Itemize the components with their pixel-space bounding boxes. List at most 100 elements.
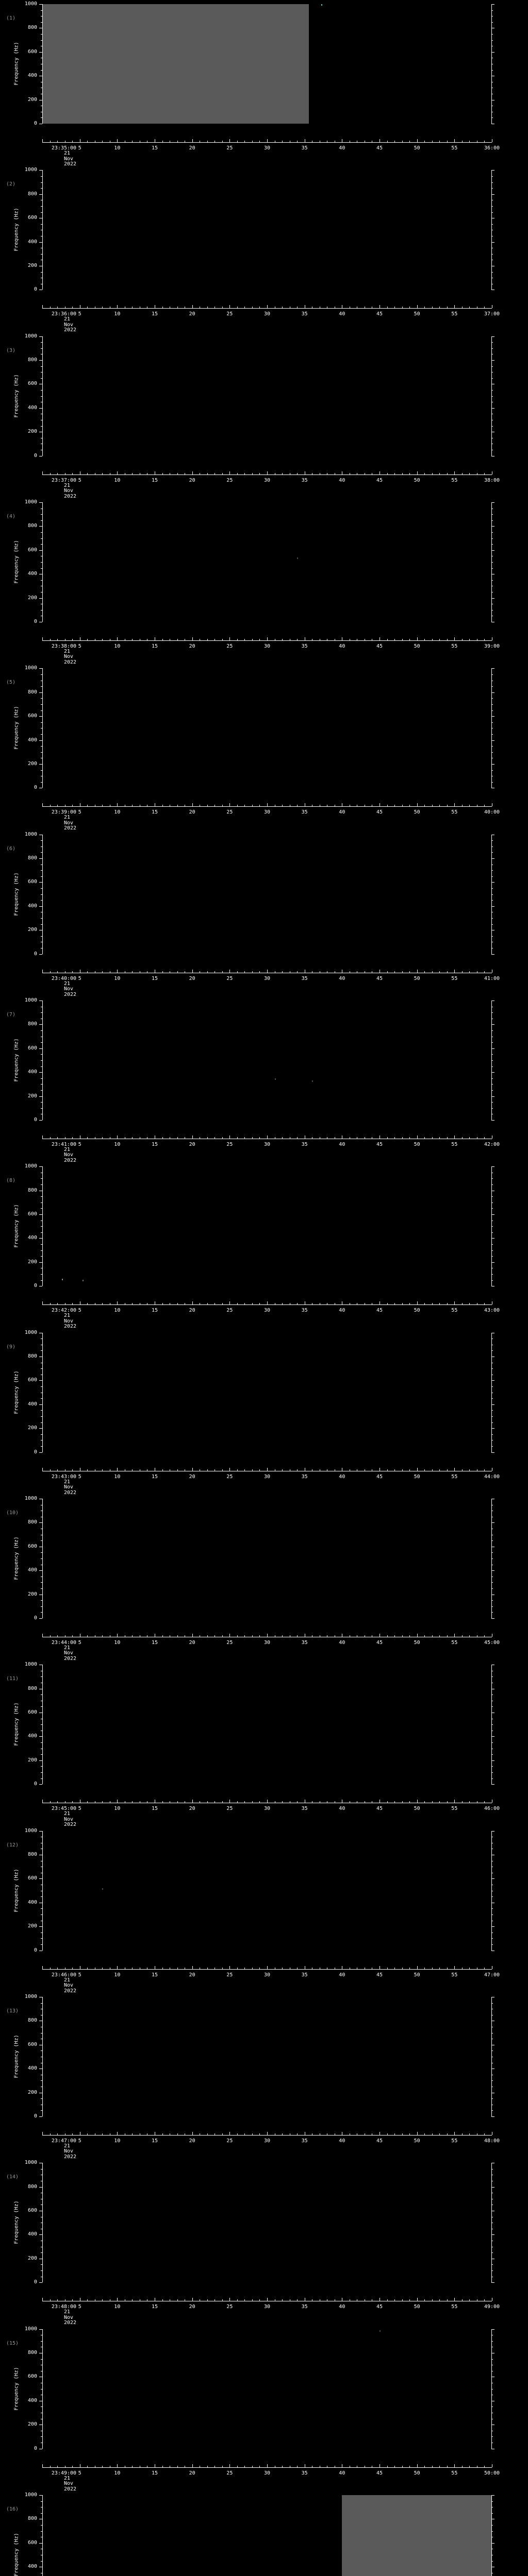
x-tick-major <box>267 2131 268 2135</box>
x-tick-minor <box>447 1303 448 1305</box>
y-tick-minor <box>41 2270 42 2272</box>
x-tick-minor <box>439 1967 440 1969</box>
x-tick-minor <box>162 1967 163 1969</box>
y-tick-label: 1000 <box>24 831 37 837</box>
x-tick-label: 15 <box>151 1308 158 1314</box>
x-tick-minor <box>72 1303 73 1305</box>
x-tick-minor <box>57 1303 58 1305</box>
x-tick-minor <box>484 1801 485 1803</box>
plot-area <box>42 1498 492 1618</box>
x-axis-line <box>42 1304 492 1306</box>
y-tick-label: 200 <box>27 262 37 268</box>
plot-area <box>42 336 492 456</box>
x-tick-major <box>229 1301 230 1305</box>
x-tick-minor <box>214 307 216 309</box>
x-tick-minor <box>177 1137 178 1139</box>
y-tick-minor-right <box>491 2436 493 2437</box>
x-tick-label: 30 <box>263 809 271 816</box>
x-tick-label: 40 <box>339 2470 345 2476</box>
y-tick-minor-right <box>491 710 493 711</box>
x-tick-minor <box>394 2465 395 2467</box>
y-tick-major <box>39 1262 42 1263</box>
x-tick-major <box>417 1800 418 1803</box>
x-tick-major <box>417 1965 418 1969</box>
x-tick-minor <box>424 638 425 640</box>
y-tick-major <box>39 1760 42 1761</box>
y-tick-major-right <box>491 882 494 883</box>
y-tick-minor-right <box>491 580 493 581</box>
x-tick-major <box>42 803 43 807</box>
y-tick-minor-right <box>491 562 493 563</box>
y-tick-minor <box>41 1060 42 1061</box>
y-tick-major <box>39 2543 42 2544</box>
y-tick-major <box>39 1072 42 1073</box>
x-tick-minor <box>424 2133 425 2135</box>
x-tick-major <box>229 803 230 807</box>
y-tick-label: 600 <box>27 1211 37 1217</box>
y-tick-minor-right <box>491 2406 493 2408</box>
y-tick-minor <box>41 1202 42 1203</box>
x-tick-label: 50 <box>414 809 420 816</box>
x-tick-minor <box>102 1967 103 1969</box>
x-tick-major <box>417 471 418 474</box>
y-tick-major <box>39 1736 42 1737</box>
x-tick-minor <box>244 638 245 640</box>
x-tick-minor <box>461 1635 463 1637</box>
x-tick-minor <box>214 2465 216 2467</box>
y-tick-minor-right <box>491 2513 493 2514</box>
x-tick-minor <box>484 1303 485 1305</box>
x-tick-minor <box>177 2465 178 2467</box>
y-tick-label: 800 <box>27 1021 37 1027</box>
y-axis-title: Frequency (Hz) <box>13 540 20 584</box>
x-tick-minor <box>259 2465 260 2467</box>
x-tick-minor <box>177 472 178 474</box>
x-tick-label: 5 <box>78 2470 81 2476</box>
y-tick-label: 400 <box>27 404 37 411</box>
y-tick-minor <box>41 22 42 23</box>
x-tick-minor <box>461 971 463 973</box>
x-tick-major <box>42 2464 43 2467</box>
y-tick-major-right <box>491 2187 494 2188</box>
y-tick-major <box>39 1096 42 1097</box>
y-tick-minor <box>41 532 42 533</box>
y-tick-label: 200 <box>27 1259 37 1265</box>
x-tick-minor <box>50 1967 51 1969</box>
x-tick-major <box>42 1301 43 1305</box>
y-tick-label: 0 <box>34 951 37 957</box>
x-tick-minor <box>484 472 485 474</box>
x-tick-label: 50 <box>414 2138 420 2144</box>
plot-area <box>42 502 492 622</box>
y-tick-minor-right <box>491 609 493 611</box>
y-tick-label: 400 <box>27 1401 37 1407</box>
y-tick-minor-right <box>491 1944 493 1945</box>
y-tick-minor <box>41 206 42 207</box>
x-tick-minor <box>402 1469 403 1471</box>
y-axis-left <box>42 2163 43 2283</box>
x-tick-minor <box>439 971 440 973</box>
y-tick-minor-right <box>491 782 493 783</box>
y-tick-major-right <box>491 1878 494 1879</box>
x-tick-minor <box>447 1137 448 1139</box>
y-axis-left <box>42 1665 43 1785</box>
y-tick-label: 600 <box>27 1875 37 1882</box>
y-tick-minor <box>41 900 42 901</box>
y-tick-minor-right <box>491 1066 493 1067</box>
y-tick-major-right <box>491 2234 494 2235</box>
y-tick-minor-right <box>491 2341 493 2342</box>
x-tick-minor <box>394 1303 395 1305</box>
x-tick-minor <box>214 1967 216 1969</box>
x-tick-minor <box>177 1303 178 1305</box>
y-tick-minor-right <box>491 1368 493 1369</box>
data-marker <box>380 2330 381 2332</box>
y-tick-minor <box>41 342 42 343</box>
x-tick-minor <box>447 1801 448 1803</box>
x-tick-minor <box>252 1635 253 1637</box>
y-tick-label: 1000 <box>24 665 37 671</box>
y-tick-major-right <box>491 1522 494 1523</box>
x-tick-label: 5 <box>78 2304 81 2310</box>
x-tick-minor <box>162 472 163 474</box>
y-tick-major-right <box>491 740 494 741</box>
y-tick-major <box>39 692 42 693</box>
x-tick-label: 10 <box>114 311 121 317</box>
x-tick-label: 30 <box>263 2138 271 2144</box>
